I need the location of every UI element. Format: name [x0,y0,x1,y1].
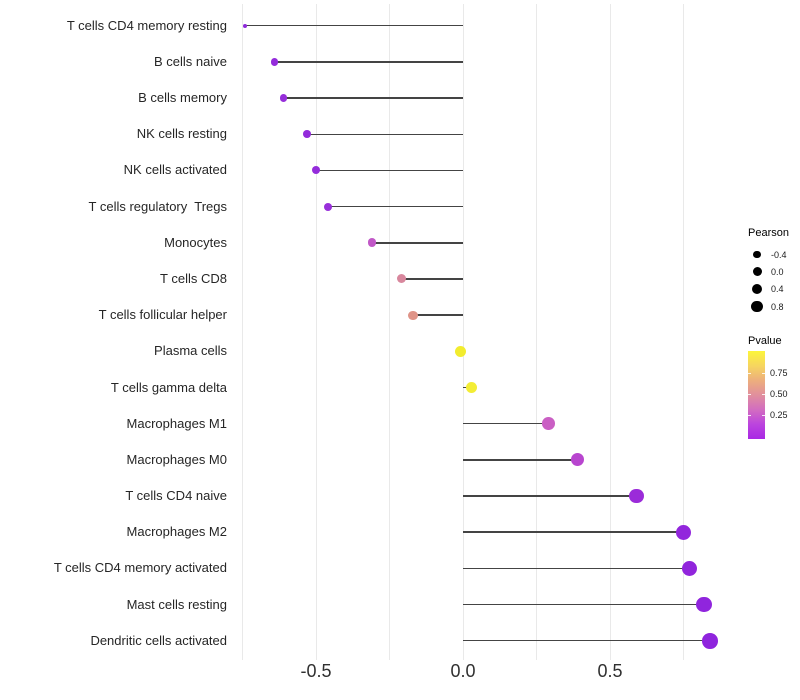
y-axis-label: T cells CD4 memory activated [53,560,227,576]
legend-size-dot [751,284,763,295]
legend-size-dot [751,300,763,313]
legend-pvalue: Pvalue 0.75 0.50 0.25 [744,335,800,439]
y-axis-label: T cells CD4 naive [125,488,227,503]
legend-size-dot-wrap [744,284,770,295]
lollipop-dot [408,310,418,320]
lollipop-stem [463,531,684,533]
lollipop-stem [283,97,463,99]
y-axis-label: B cells naive [154,53,227,69]
lollipop-dot [367,238,377,248]
lollipop-dot [466,381,478,394]
colorbar-tick [748,373,751,374]
y-axis-label: Macrophages M2 [126,524,227,540]
legend-size-item: -0.4 [744,246,787,263]
y-axis-label: Mast cells resting [126,596,227,612]
lollipop-stem [463,422,549,425]
lollipop-dot [629,488,644,504]
lollipop-stem [307,133,463,135]
legend-pvalue-title: Pvalue [748,335,782,347]
plot-panel [234,4,720,660]
x-axis-tick-label: 0.5 [597,661,623,681]
y-axis-label: T cells follicular helper [98,307,227,323]
colorbar-tick [762,415,765,416]
lollipop-dot [676,524,691,540]
gridline [242,4,243,660]
lollipop-stem [413,314,463,316]
legend-size-label: 0.8 [771,301,784,312]
legend-size-item: 0.4 [744,281,787,298]
colorbar-tick [762,373,765,374]
lollipop-stem [463,567,690,570]
legend-size-label: 0.4 [771,284,784,295]
legend-size-dot [752,267,762,277]
legend-size-dot-wrap [744,267,770,277]
legend-size-item: 0.0 [744,263,787,280]
gridline [683,4,684,660]
lollipop-stem [463,495,637,497]
y-axis-label: T cells CD4 memory resting [66,17,227,33]
lollipop-stem [401,278,463,280]
lollipop-dot [396,274,406,284]
lollipop-stem [371,242,463,244]
lollipop-dot [312,166,320,175]
gridline [536,4,537,660]
lollipop-dot [243,23,248,28]
legend-size-dot [753,251,761,259]
lollipop-dot [571,453,585,467]
legend-pearson-title: Pearson [748,227,789,239]
lollipop-dot [541,417,555,430]
y-axis-label: Macrophages M0 [126,451,227,467]
colorbar-tick-label: 0.25 [770,410,788,420]
legend-size-label: 0.0 [771,266,784,277]
y-axis-label: B cells memory [138,90,227,106]
legend-size-label: -0.4 [771,249,787,260]
lollipop-dot [681,560,697,576]
gridline [462,4,464,660]
lollipop-stem [463,459,578,461]
colorbar-tick-label: 0.50 [770,389,788,399]
pvalue-colorbar [748,351,765,439]
y-axis-label: Plasma cells [154,343,227,359]
lollipop-stem [463,639,710,642]
gridline [389,4,390,660]
lollipop-dot [454,345,466,357]
legend-size-item: 0.8 [744,298,787,315]
lollipop-stem [463,603,705,606]
lollipop-dot [702,632,718,649]
y-axis-label: Monocytes [164,234,227,250]
lollipop-stem [327,205,463,208]
lollipop-stem [274,61,463,63]
x-axis-tick-label: -0.5 [300,661,332,681]
gridline [609,4,611,660]
y-axis-label: Dendritic cells activated [90,632,227,648]
legend-size-dot-wrap [744,251,770,259]
colorbar-tick [748,415,751,416]
lollipop-dot [696,596,712,613]
y-axis-label: Macrophages M1 [126,415,227,431]
lollipop-dot [303,130,312,139]
lollipop-stem [245,25,463,27]
y-axis-label: NK cells activated [123,162,227,178]
legend-pearson-items: -0.4 0.0 0.4 0.8 [744,246,787,315]
colorbar-tick-label: 0.75 [770,368,788,378]
y-axis-label: T cells CD8 [160,270,227,286]
y-axis-label: NK cells resting [136,126,227,142]
lollipop-stem [316,169,463,172]
lollipop-dot [271,58,279,66]
lollipop-dot [280,94,288,102]
y-axis-label: T cells gamma delta [110,379,227,395]
gridline [315,4,317,660]
legend-size-dot-wrap [744,300,770,313]
colorbar-tick [762,394,765,395]
x-axis-tick-label: 0.0 [450,661,476,681]
colorbar-tick [748,394,751,395]
legend-pearson: Pearson -0.4 0.0 0.4 0.8 [744,227,800,313]
y-axis-label: T cells regulatory Tregs [88,198,227,214]
lollipop-dot [323,202,332,211]
